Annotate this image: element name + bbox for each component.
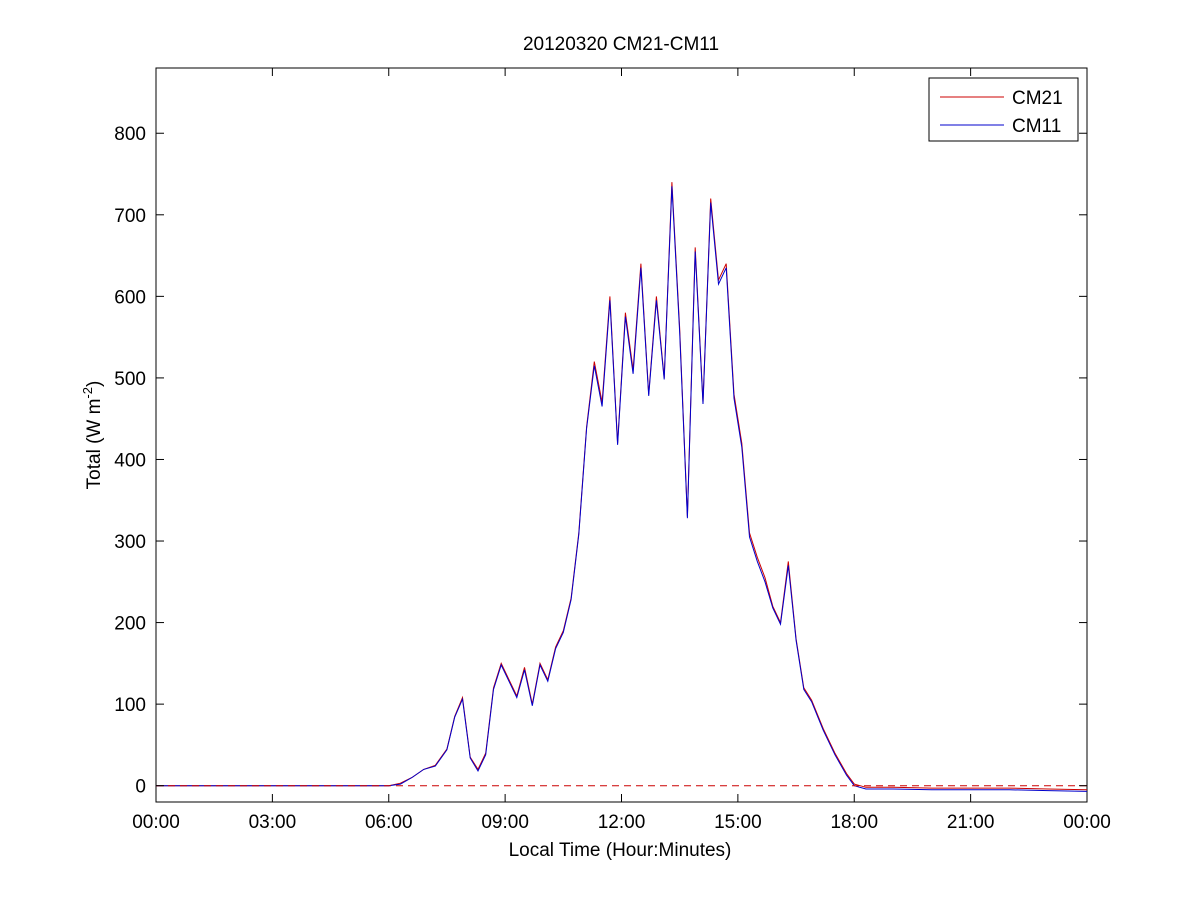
legend: CM21 CM11 bbox=[928, 77, 1079, 142]
x-tick-label: 06:00 bbox=[365, 812, 413, 833]
y-axis-label-close: ) bbox=[84, 381, 105, 387]
y-tick-label: 100 bbox=[114, 695, 146, 716]
x-tick-label: 03:00 bbox=[249, 812, 297, 833]
y-tick-label: 800 bbox=[114, 124, 146, 145]
legend-label-cm21: CM21 bbox=[1012, 88, 1063, 109]
x-tick-label: 00:00 bbox=[132, 812, 180, 833]
y-axis-label: Total (W m-2) bbox=[80, 381, 105, 490]
x-tick-label: 00:00 bbox=[1063, 812, 1111, 833]
legend-box bbox=[928, 77, 1079, 142]
y-tick-label: 500 bbox=[114, 369, 146, 390]
chart-title: 20120320 CM21-CM11 bbox=[523, 34, 719, 55]
y-tick-label: 400 bbox=[114, 450, 146, 471]
y-tick-label: 300 bbox=[114, 532, 146, 553]
x-tick-label: 15:00 bbox=[714, 812, 762, 833]
y-tick-labels: 0 100 200 300 400 500 600 700 800 bbox=[114, 124, 146, 797]
series-layer bbox=[156, 182, 1088, 792]
x-tick-label: 21:00 bbox=[947, 812, 995, 833]
y-tick-label: 0 bbox=[135, 777, 146, 798]
plot-area bbox=[155, 67, 1088, 803]
x-tick-label: 09:00 bbox=[481, 812, 529, 833]
x-tick-label: 12:00 bbox=[598, 812, 646, 833]
x-tick-labels: 00:00 03:00 06:00 09:00 12:00 15:00 18:00 21:00… bbox=[132, 812, 1111, 833]
x-axis-label: Local Time (Hour:Minutes) bbox=[509, 840, 732, 861]
y-axis-label-sup: -2 bbox=[80, 387, 95, 399]
ticks-layer bbox=[155, 68, 1088, 802]
plot-frame bbox=[155, 67, 1088, 803]
y-tick-label: 600 bbox=[114, 287, 146, 308]
series-line-cm11 bbox=[156, 186, 1088, 792]
y-tick-label: 700 bbox=[114, 206, 146, 227]
y-axis-label-main: Total (W m bbox=[84, 399, 105, 490]
legend-label-cm11: CM11 bbox=[1012, 116, 1061, 137]
y-tick-label: 200 bbox=[114, 614, 146, 635]
x-tick-label: 18:00 bbox=[830, 812, 878, 833]
